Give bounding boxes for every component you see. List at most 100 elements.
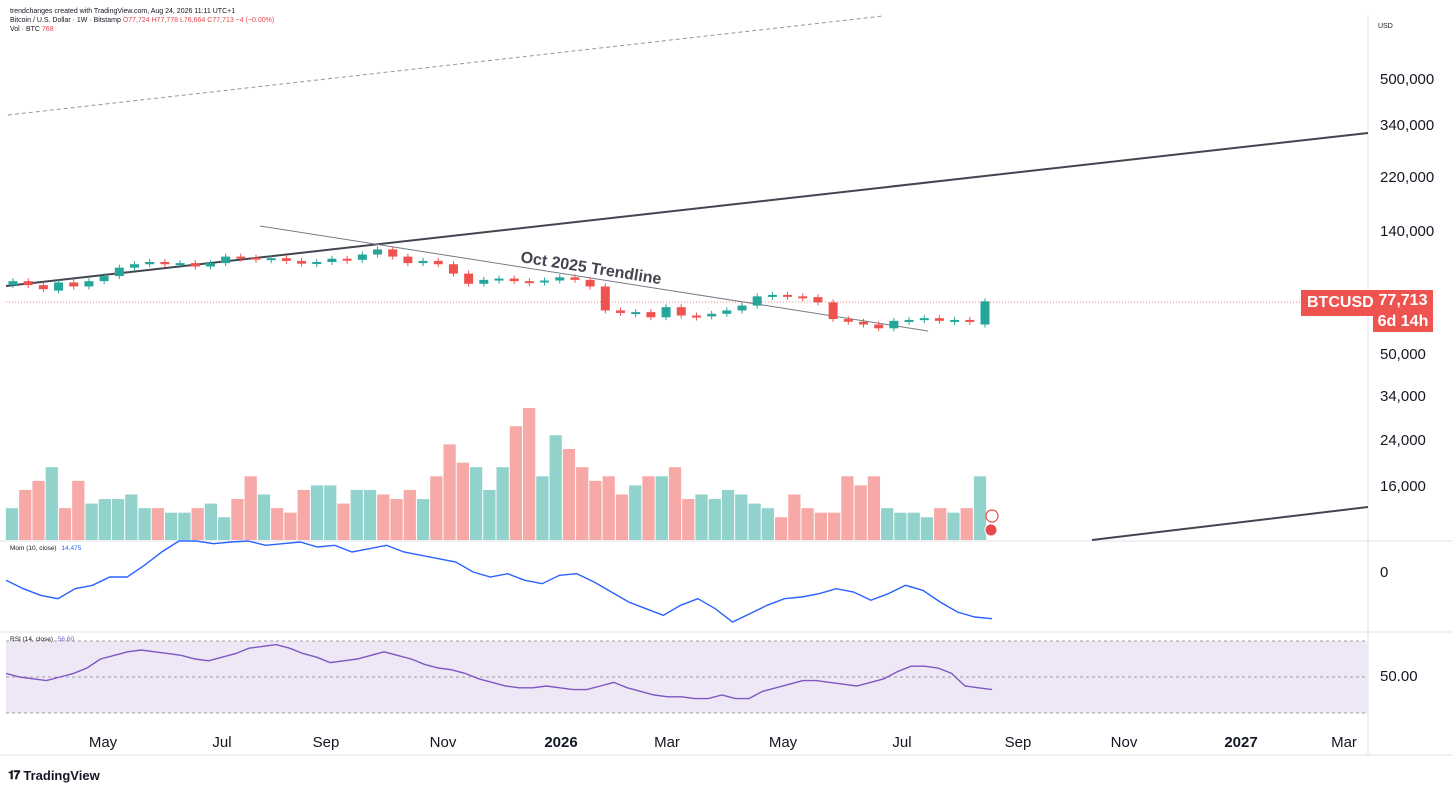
volume-bar: [390, 499, 403, 540]
symbol-line[interactable]: Bitcoin / U.S. Dollar · 1W · Bitstamp: [10, 17, 121, 24]
tradingview-logo[interactable]: 𝟏𝟕 TradingView: [8, 768, 100, 783]
candle-body: [479, 279, 489, 284]
candle-body: [919, 318, 929, 321]
volume-bar: [721, 489, 735, 540]
volume-bar: [642, 476, 655, 540]
candle-body: [813, 297, 823, 303]
price-axis-tick: 24,000: [1380, 432, 1426, 449]
volume-bar: [111, 499, 125, 540]
time-axis-tick: Nov: [1111, 734, 1138, 751]
candle-body: [676, 307, 686, 316]
candle-body: [980, 301, 990, 325]
volume-bar: [297, 489, 310, 540]
candle-body: [266, 258, 276, 261]
volume-bar: [814, 512, 828, 540]
candle-body: [69, 282, 79, 287]
time-axis-tick: Jul: [212, 734, 231, 751]
volume-bar: [403, 489, 416, 540]
time-axis-tick: Mar: [654, 734, 680, 751]
candle-body: [175, 263, 185, 266]
volume-bar: [58, 508, 72, 540]
volume-bar: [496, 467, 509, 540]
candle-body: [251, 257, 261, 260]
volume-bar: [324, 485, 337, 540]
symbol-info[interactable]: Bitcoin / U.S. Dollar · 1W · Bitstamp O7…: [10, 16, 274, 25]
volume-bar: [774, 517, 788, 540]
volume-bar: [191, 508, 204, 540]
volume-bar: [562, 448, 576, 540]
candle-body: [798, 296, 808, 299]
price-axis-tick: 500,000: [1380, 71, 1434, 88]
rsi-label[interactable]: RSI (14, close): [10, 636, 53, 643]
candle-body: [23, 281, 33, 286]
volume-bar: [164, 512, 178, 540]
candle-body: [509, 278, 519, 282]
candle-body: [752, 296, 762, 306]
split-event-icon[interactable]: [984, 523, 998, 537]
price-axis[interactable]: 500,000 340,000 220,000 140,000 50,000 34,000…: [1380, 71, 1434, 495]
trendline-long-support-lower[interactable]: [1091, 506, 1369, 541]
rsi-line: [5, 643, 993, 700]
trendline-oct-2025[interactable]: [259, 225, 929, 332]
candle-body: [297, 260, 307, 264]
volume-bar: [310, 485, 324, 540]
volume-bar: [894, 512, 907, 540]
tradingview-logo-icon: 𝟏𝟕: [8, 768, 20, 782]
volume-bar: [456, 462, 469, 540]
volume-bar: [973, 476, 987, 540]
symbol-price-tag: BTCUSD: [1301, 290, 1380, 316]
volume-bar: [72, 480, 85, 540]
volume-bar: [907, 512, 920, 540]
volume-bar: [695, 494, 708, 540]
volume-bar: [960, 508, 973, 540]
volume-label[interactable]: Vol · BTC: [10, 26, 40, 33]
time-axis-tick: Sep: [1005, 734, 1032, 751]
momentum-value: 14,475: [61, 545, 82, 552]
candle-body: [281, 258, 291, 261]
candle-body: [464, 273, 474, 284]
candle-body: [555, 277, 565, 281]
candle-body: [357, 254, 367, 260]
momentum-label[interactable]: Mom (10, close): [10, 545, 57, 552]
tradingview-logo-text: TradingView: [23, 768, 100, 783]
volume-bar: [231, 499, 244, 540]
dividend-event-icon[interactable]: [985, 509, 999, 523]
candle-body: [236, 256, 246, 259]
volume-bar: [668, 467, 682, 540]
volume-bar: [483, 489, 496, 540]
price-axis-tick: 340,000: [1380, 117, 1434, 134]
chart-header: trendchanges created with TradingView.co…: [10, 7, 274, 34]
volume-bar: [509, 426, 523, 540]
candle-body: [646, 312, 656, 318]
candle-body: [767, 294, 777, 297]
candle-body: [8, 281, 18, 286]
candle-body: [99, 276, 109, 282]
volume-bar: [854, 485, 867, 540]
volume-bar: [443, 444, 456, 540]
time-axis[interactable]: May Jul Sep Nov 2026 Mar May Jul Sep Nov 2027 Mar: [89, 734, 1357, 751]
volume-bar: [576, 467, 589, 540]
currency-label[interactable]: USD: [1378, 23, 1393, 30]
volume-bar: [19, 489, 32, 540]
volume-legend[interactable]: Vol · BTC 768: [10, 25, 274, 34]
trendline-long-support[interactable]: [5, 132, 1369, 287]
momentum-legend[interactable]: Mom (10, close) 14,475: [10, 545, 81, 552]
momentum-zero-label: 0: [1380, 564, 1388, 581]
volume-bar: [125, 494, 138, 540]
candle-body: [433, 260, 443, 265]
ohlc-values: O77,724 H77,778 L76,664 C77,713 −4 (−0.0…: [122, 17, 275, 24]
volume-bar: [549, 435, 562, 540]
volume-bar: [350, 489, 363, 540]
volume-bar: [735, 494, 748, 540]
price-axis-tick: 220,000: [1380, 169, 1434, 186]
rsi-mid-label: 50.00: [1380, 668, 1418, 685]
candle-body: [570, 277, 580, 280]
last-price-box: 77,713 6d 14h: [1373, 290, 1433, 332]
rsi-legend[interactable]: RSI (14, close) 56.60: [10, 636, 74, 643]
volume-bar: [416, 499, 430, 540]
volume-bar: [469, 467, 483, 540]
volume-bar: [708, 499, 721, 540]
volume-bar: [536, 476, 549, 540]
